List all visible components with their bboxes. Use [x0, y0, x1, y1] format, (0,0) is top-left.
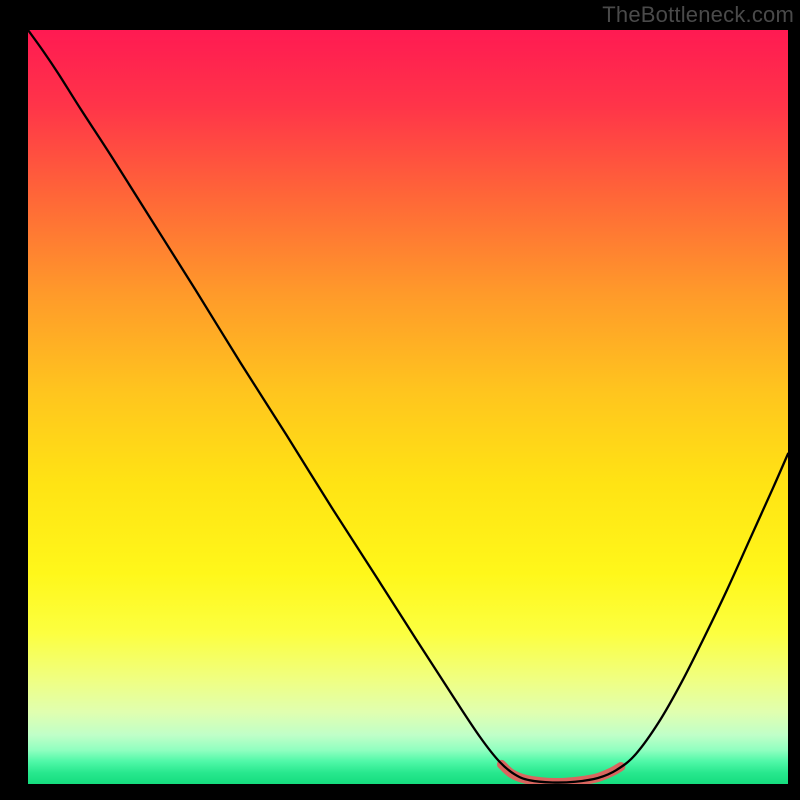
- curve-layer: [28, 30, 788, 784]
- plot-area: [28, 30, 788, 784]
- chart-container: TheBottleneck.com: [0, 0, 800, 800]
- bottleneck-curve: [28, 30, 788, 783]
- watermark-label: TheBottleneck.com: [602, 2, 794, 28]
- highlight-segment: [501, 764, 620, 782]
